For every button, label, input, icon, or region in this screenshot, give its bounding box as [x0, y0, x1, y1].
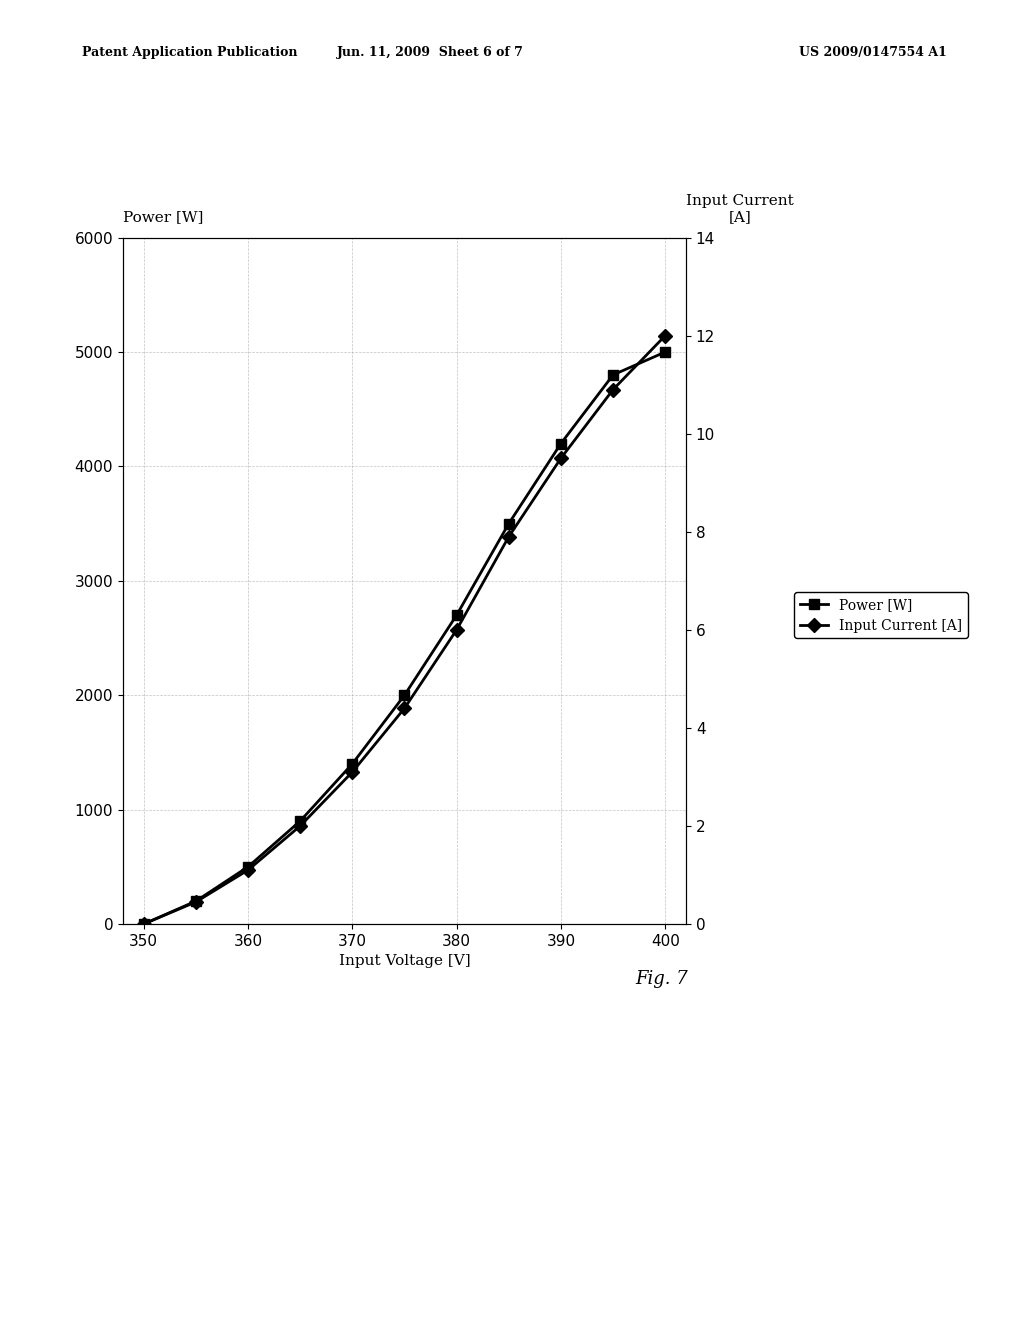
Power [W] — [503, 516, 515, 532]
X-axis label: Input Voltage [V]: Input Voltage [V] — [339, 954, 470, 969]
Input Current [A] — [398, 701, 411, 717]
Input Current [A] — [294, 818, 306, 834]
Input Current [A] — [607, 381, 620, 397]
Input Current [A] — [137, 916, 150, 932]
Input Current [A] — [659, 327, 672, 343]
Power [W] — [659, 345, 672, 360]
Input Current [A] — [242, 862, 254, 878]
Power [W] — [607, 367, 620, 383]
Text: Power [W]: Power [W] — [123, 210, 203, 224]
Text: US 2009/0147554 A1: US 2009/0147554 A1 — [799, 46, 946, 59]
Legend: Power [W], Input Current [A]: Power [W], Input Current [A] — [795, 593, 968, 638]
Text: Jun. 11, 2009  Sheet 6 of 7: Jun. 11, 2009 Sheet 6 of 7 — [337, 46, 523, 59]
Input Current [A] — [555, 450, 567, 466]
Input Current [A] — [189, 894, 202, 909]
Power [W] — [189, 894, 202, 909]
Input Current [A] — [503, 529, 515, 545]
Power [W] — [451, 607, 463, 623]
Power [W] — [555, 436, 567, 451]
Power [W] — [242, 859, 254, 875]
Line: Input Current [A]: Input Current [A] — [139, 331, 670, 929]
Power [W] — [137, 916, 150, 932]
Input Current [A] — [346, 764, 358, 780]
Power [W] — [346, 756, 358, 772]
Text: Input Current
[A]: Input Current [A] — [686, 194, 794, 224]
Text: Patent Application Publication: Patent Application Publication — [82, 46, 297, 59]
Line: Power [W]: Power [W] — [139, 347, 670, 929]
Power [W] — [398, 688, 411, 704]
Input Current [A] — [451, 622, 463, 638]
Text: Fig. 7: Fig. 7 — [635, 970, 688, 989]
Power [W] — [294, 813, 306, 829]
